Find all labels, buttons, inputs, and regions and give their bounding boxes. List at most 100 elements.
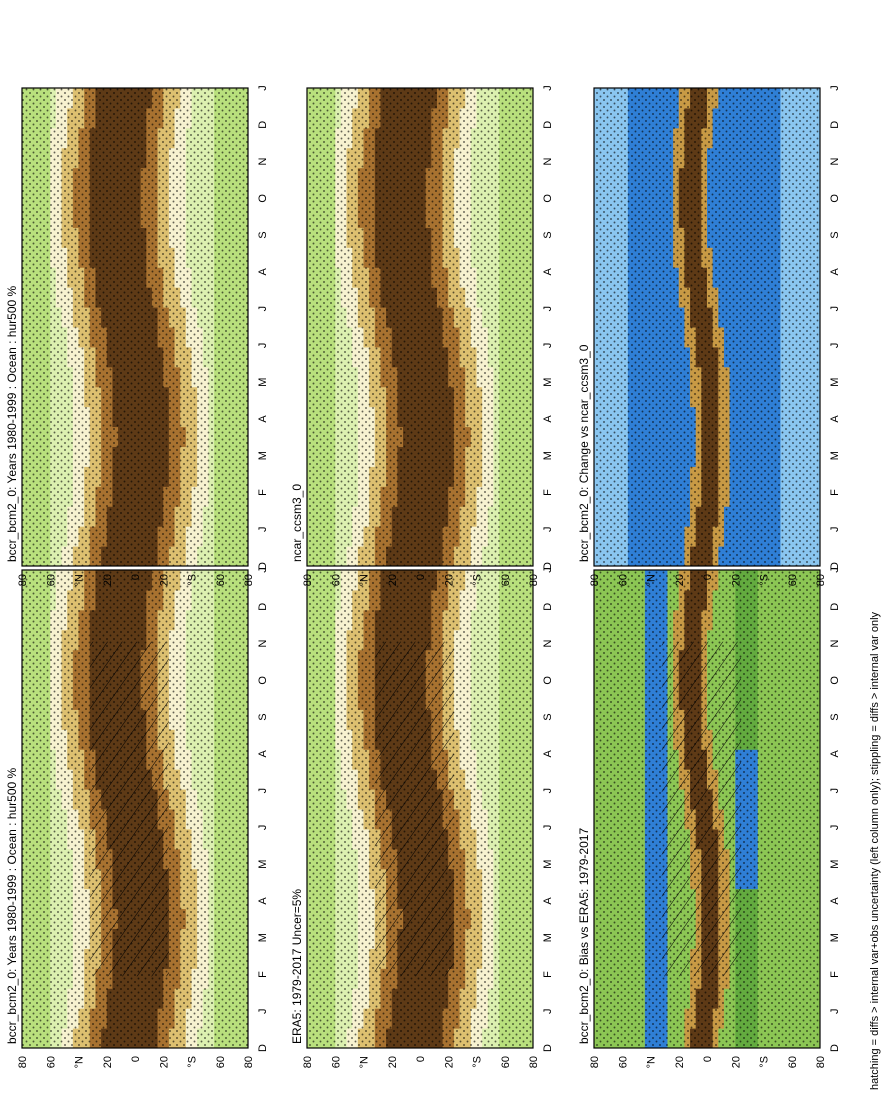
lat-tick: 80	[528, 574, 540, 586]
time-tick: A	[542, 415, 554, 423]
panel-1: 80 60 °N 20 0 20 °S 60 80DJFMAMJJASONDJbccr_bcm2…	[5, 567, 269, 1068]
time-tick: J	[829, 788, 841, 794]
time-tick: D	[542, 562, 554, 570]
time-tick: N	[542, 158, 554, 166]
panel-frame	[21, 87, 249, 567]
lat-tick: °S	[759, 1056, 771, 1068]
lat-tick: °N	[74, 574, 86, 586]
time-tick: D	[257, 121, 269, 129]
lat-tick: 80	[17, 574, 29, 586]
lat-tick: 80	[302, 1056, 314, 1068]
panel-title: bccr_bcm2_0: Years 1980-1999 : Ocean : h…	[5, 767, 19, 1044]
time-tick: A	[257, 897, 269, 905]
lat-tick: 60	[787, 1056, 799, 1068]
lat-tick: 0	[415, 1056, 427, 1062]
time-tick: O	[542, 194, 554, 203]
time-tick: S	[542, 231, 554, 238]
time-tick: M	[542, 378, 554, 387]
time-tick: J	[257, 85, 269, 91]
lat-tick: 20	[387, 574, 399, 586]
time-tick: J	[257, 825, 269, 831]
time-tick: M	[257, 378, 269, 387]
time-tick: J	[257, 343, 269, 349]
lat-tick: 20	[443, 574, 455, 586]
time-tick: A	[542, 897, 554, 905]
lat-tick: °N	[359, 1056, 371, 1068]
lat-tick: °S	[187, 574, 199, 586]
panel-title: ncar_ccsm3_0	[290, 484, 304, 562]
lat-tick: 0	[130, 574, 142, 580]
time-tick: M	[542, 933, 554, 942]
lat-tick: °S	[472, 1056, 484, 1068]
time-tick: F	[829, 971, 841, 978]
panel-frame	[306, 87, 534, 567]
time-tick: N	[257, 158, 269, 166]
hatching	[89, 641, 169, 977]
time-tick: A	[542, 268, 554, 276]
time-tick: F	[257, 489, 269, 496]
lat-tick: 80	[589, 1056, 601, 1068]
lat-tick: 60	[330, 574, 342, 586]
lat-tick: 20	[102, 574, 114, 586]
panel-2: 80 60 °N 20 0 20 °S 60 80DJFMAMJJASONDJbccr_bcm2…	[5, 85, 269, 586]
lat-tick: °N	[646, 1056, 658, 1068]
time-tick: F	[542, 971, 554, 978]
time-tick: A	[542, 750, 554, 758]
lat-tick: 0	[130, 1056, 142, 1062]
time-tick: J	[542, 343, 554, 349]
time-tick: M	[257, 860, 269, 869]
time-tick: M	[829, 860, 841, 869]
time-tick: D	[542, 1044, 554, 1052]
time-tick: J	[542, 526, 554, 532]
time-tick: A	[829, 897, 841, 905]
time-tick: J	[257, 1008, 269, 1014]
time-tick: D	[542, 603, 554, 611]
time-tick: M	[257, 933, 269, 942]
time-tick: J	[829, 825, 841, 831]
lat-tick: 60	[215, 1056, 227, 1068]
stippling	[22, 88, 248, 566]
time-tick: J	[257, 788, 269, 794]
time-tick: F	[257, 971, 269, 978]
lat-tick: 60	[500, 1056, 512, 1068]
time-tick: D	[829, 603, 841, 611]
time-tick: D	[257, 603, 269, 611]
time-tick: D	[257, 562, 269, 570]
lat-tick: 20	[443, 1056, 455, 1068]
time-tick: S	[257, 713, 269, 720]
time-tick: A	[257, 750, 269, 758]
lat-tick: °N	[74, 1056, 86, 1068]
time-tick: A	[257, 415, 269, 423]
time-tick: N	[829, 640, 841, 648]
lat-tick: 20	[158, 1056, 170, 1068]
lat-tick: 60	[500, 574, 512, 586]
time-tick: M	[829, 933, 841, 942]
time-tick: M	[542, 451, 554, 460]
time-tick: S	[542, 713, 554, 720]
lat-tick: °S	[472, 574, 484, 586]
lat-tick: 0	[415, 574, 427, 580]
time-tick: J	[829, 1008, 841, 1014]
panel-5: 80 60 °N 20 0 20 °S 60 80DJFMAMJJASONDJbccr_bcm2…	[577, 567, 841, 1068]
time-tick: J	[257, 306, 269, 312]
lat-tick: 80	[815, 1056, 827, 1068]
lat-tick: 20	[674, 1056, 686, 1068]
lat-tick: 20	[387, 1056, 399, 1068]
time-tick: J	[542, 567, 554, 573]
time-tick: J	[542, 306, 554, 312]
time-tick: J	[542, 788, 554, 794]
time-tick: O	[257, 194, 269, 203]
time-tick: J	[257, 526, 269, 532]
lat-tick: 80	[243, 1056, 255, 1068]
time-tick: J	[542, 85, 554, 91]
time-tick: M	[542, 860, 554, 869]
hatching	[374, 641, 454, 977]
time-tick: J	[829, 567, 841, 573]
time-tick: O	[257, 676, 269, 685]
time-tick: A	[257, 268, 269, 276]
lat-tick: 60	[330, 1056, 342, 1068]
panel-frame	[306, 569, 534, 1049]
time-tick: J	[542, 1008, 554, 1014]
